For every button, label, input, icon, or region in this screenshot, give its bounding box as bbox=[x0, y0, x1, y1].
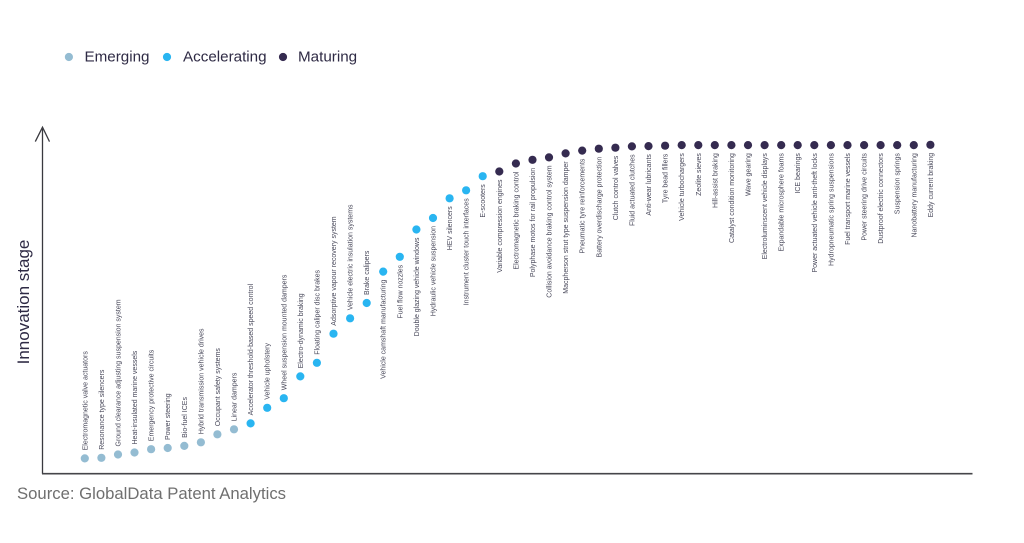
svg-text:Source: GlobalData Patent Anal: Source: GlobalData Patent Analytics bbox=[17, 484, 286, 503]
svg-text:Innovation stage: Innovation stage bbox=[14, 240, 33, 365]
svg-text:Ground clearance adjusting sus: Ground clearance adjusting suspension sy… bbox=[116, 299, 123, 446]
svg-text:Wave gearing: Wave gearing bbox=[746, 153, 753, 196]
svg-text:Polyphase motos for rail propu: Polyphase motos for rail propulsion bbox=[530, 168, 537, 277]
svg-text:Clutch control valves: Clutch control valves bbox=[613, 155, 620, 220]
svg-text:Tyre bead fillers: Tyre bead fillers bbox=[663, 153, 670, 203]
svg-text:Wheel suspension mounted dampe: Wheel suspension mounted dampers bbox=[281, 274, 288, 390]
svg-text:Suspension springs: Suspension springs bbox=[895, 153, 902, 215]
svg-text:Occupant safety systems: Occupant safety systems bbox=[215, 348, 222, 427]
svg-text:Hydraulic vehicle suspension: Hydraulic vehicle suspension bbox=[431, 226, 438, 316]
svg-text:Electro-dynamic braking: Electro-dynamic braking bbox=[298, 293, 305, 368]
svg-text:Emerging: Emerging bbox=[85, 49, 150, 66]
svg-text:Power steering: Power steering bbox=[165, 393, 172, 440]
svg-text:Brake calipers: Brake calipers bbox=[364, 250, 371, 295]
svg-text:Electromagnetic braking contro: Electromagnetic braking control bbox=[513, 171, 520, 269]
svg-text:Bio-fuel ICEs: Bio-fuel ICEs bbox=[182, 397, 189, 438]
svg-text:HEV silencers: HEV silencers bbox=[447, 206, 454, 250]
svg-text:Nanobattery manufacturing: Nanobattery manufacturing bbox=[911, 153, 918, 238]
svg-text:Hill-assist braking: Hill-assist braking bbox=[712, 153, 719, 208]
svg-text:Vehicle upholstery: Vehicle upholstery bbox=[265, 342, 272, 399]
svg-text:Zeolite sieves: Zeolite sieves bbox=[696, 153, 703, 196]
svg-text:Power actuated vehicle anti-th: Power actuated vehicle anti-theft locks bbox=[812, 153, 819, 273]
svg-text:Electromagnetic valve actuator: Electromagnetic valve actuators bbox=[82, 351, 89, 451]
svg-text:ICE bearings: ICE bearings bbox=[795, 153, 802, 194]
svg-text:Hybrid transmission vehicle dr: Hybrid transmission vehicle drives bbox=[198, 328, 205, 434]
svg-text:Eddy current braking: Eddy current braking bbox=[928, 153, 935, 218]
svg-text:E-scooters: E-scooters bbox=[480, 184, 487, 218]
svg-text:Catalyst condition monitoring: Catalyst condition monitoring bbox=[729, 153, 736, 243]
svg-text:Instrument cluster touch inter: Instrument cluster touch interfaces bbox=[464, 198, 471, 305]
svg-text:Double glazing vehicle windows: Double glazing vehicle windows bbox=[414, 237, 421, 336]
svg-text:Vehicle electric insulation sy: Vehicle electric insulation systems bbox=[348, 204, 355, 310]
svg-text:Fluid actuated clutches: Fluid actuated clutches bbox=[629, 154, 636, 226]
svg-text:Heat-insulated marine vessels: Heat-insulated marine vessels bbox=[132, 350, 139, 444]
svg-text:Battery overdischarge protecti: Battery overdischarge protection bbox=[596, 157, 603, 258]
svg-text:Pneumatic tyre reinforcements: Pneumatic tyre reinforcements bbox=[580, 158, 587, 253]
svg-text:Variable compression engines: Variable compression engines bbox=[497, 179, 504, 273]
svg-text:Fuel transport marine vessels: Fuel transport marine vessels bbox=[845, 153, 852, 245]
svg-text:Vehicle turbochargers: Vehicle turbochargers bbox=[679, 153, 686, 221]
svg-text:Maturing: Maturing bbox=[298, 49, 357, 66]
svg-text:Expandable microsphere foams: Expandable microsphere foams bbox=[779, 153, 786, 252]
svg-text:Resonance type silencers: Resonance type silencers bbox=[99, 369, 106, 450]
svg-text:Emergency protective circuits: Emergency protective circuits bbox=[149, 349, 156, 441]
svg-text:Electroluminscent vehicle disp: Electroluminscent vehicle displays bbox=[762, 153, 769, 260]
svg-text:Accelerating: Accelerating bbox=[183, 49, 267, 66]
svg-text:Hydropneumatic spring suspensi: Hydropneumatic spring suspensions bbox=[828, 153, 835, 266]
svg-text:Linear dampers: Linear dampers bbox=[232, 372, 239, 421]
svg-text:Floating caliper disc brakes: Floating caliper disc brakes bbox=[314, 269, 321, 354]
svg-text:Anti-wear lubricants: Anti-wear lubricants bbox=[646, 154, 653, 216]
svg-text:Collision avoidance braking co: Collision avoidance braking control syst… bbox=[547, 165, 554, 297]
svg-text:Adsorptive vapour recovery sys: Adsorptive vapour recovery system bbox=[331, 216, 338, 325]
svg-text:Power steering drive circuits: Power steering drive circuits bbox=[862, 153, 869, 241]
svg-text:Vehicle camshaft manufacturing: Vehicle camshaft manufacturing bbox=[381, 280, 388, 379]
svg-text:Dustproof electric connectors: Dustproof electric connectors bbox=[878, 153, 885, 244]
svg-text:Macpherson strut type suspensi: Macpherson strut type suspension damper bbox=[563, 161, 570, 294]
svg-text:Accelerator threshold-based sp: Accelerator threshold-based speed contro… bbox=[248, 283, 255, 415]
svg-text:Fuel flow nozzles: Fuel flow nozzles bbox=[397, 264, 404, 318]
